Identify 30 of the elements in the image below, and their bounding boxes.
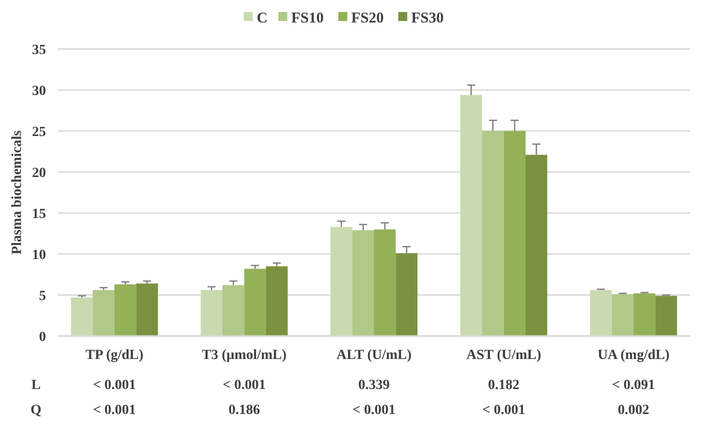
text: < 0.001	[92, 378, 136, 393]
x-tick-label: TP (g/dL)	[85, 348, 144, 363]
y-axis-title: Plasma biochemicals	[10, 130, 25, 255]
y-tick-label: 5	[39, 288, 46, 304]
y-tick-label: 25	[32, 124, 46, 140]
legend-label: FS30	[411, 10, 444, 26]
text: L	[31, 378, 41, 393]
text: < 0.001	[352, 403, 396, 418]
y-tick-label: 20	[32, 166, 46, 181]
text: 0.182	[488, 378, 520, 393]
x-tick-label: UA (mg/dL)	[598, 348, 670, 363]
text: < 0.091	[612, 378, 656, 393]
y-tick-label: 0	[39, 330, 46, 345]
legend-label: FS10	[291, 10, 324, 26]
y-tick-label: 10	[32, 248, 46, 263]
legend-label: FS20	[351, 10, 384, 26]
text: 0.339	[358, 378, 390, 393]
x-tick-label: T3 (µmol/mL)	[202, 348, 287, 363]
text: 0.186	[228, 403, 260, 418]
text: < 0.001	[482, 403, 526, 418]
text: < 0.001	[92, 403, 136, 418]
legend-label: C	[256, 10, 268, 26]
text: 0.002	[618, 403, 650, 418]
y-tick-label: 35	[32, 42, 46, 58]
text: < 0.001	[222, 378, 266, 393]
y-tick-label: 15	[32, 206, 46, 222]
x-tick-label: AST (U/mL)	[466, 348, 542, 363]
x-tick-label: ALT (U/mL)	[336, 348, 412, 363]
y-tick-label: 30	[32, 84, 46, 99]
text: Q	[30, 403, 42, 418]
